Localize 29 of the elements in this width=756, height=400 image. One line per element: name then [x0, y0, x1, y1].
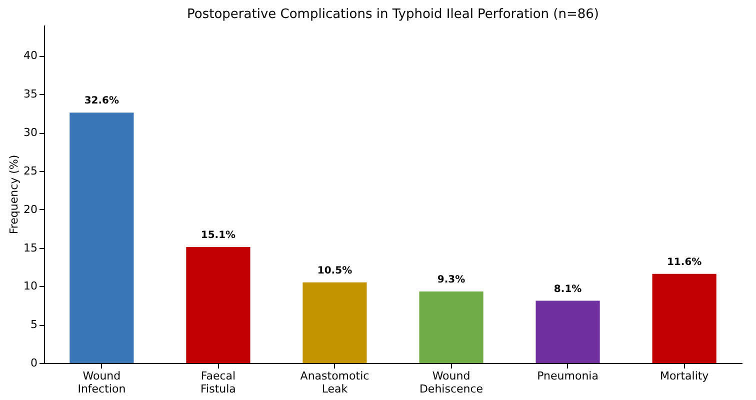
y-axis-title: Frequency (%) [8, 154, 21, 234]
y-tick-label: 10 [24, 280, 38, 293]
bar [536, 300, 600, 363]
y-tick-label: 15 [24, 241, 38, 254]
y-tick-label: 30 [24, 126, 38, 140]
x-tick-label: Wound Infection [78, 370, 126, 396]
bar [70, 112, 134, 363]
x-tick-label: Wound Dehiscence [419, 370, 484, 396]
chart-title: Postoperative Complications in Typhoid Ileal Perforation (n=86) [187, 7, 599, 22]
x-tick-label: Pneumonia [537, 370, 598, 382]
bar [186, 247, 250, 363]
x-tick-label: Anastomotic Leak [300, 370, 370, 396]
x-tick-label: Faecal Fistula [200, 370, 236, 396]
data-label: 8.1% [554, 284, 582, 295]
data-label: 10.5% [317, 265, 352, 276]
y-tick-label: 25 [24, 164, 38, 178]
bar [302, 282, 367, 363]
data-label: 15.1% [200, 230, 236, 242]
x-tick-label: Mortality [660, 370, 710, 382]
y-tick-label: 5 [30, 318, 38, 332]
bar [419, 292, 484, 363]
bar [652, 274, 716, 363]
data-label: 32.6% [84, 96, 120, 107]
y-tick-label: 35 [24, 88, 38, 101]
data-label: 9.3% [437, 274, 466, 286]
y-tick-label: 0 [30, 356, 38, 370]
data-label: 11.6% [666, 256, 702, 268]
y-tick-label: 20 [24, 202, 38, 216]
y-tick-label: 40 [24, 49, 38, 62]
